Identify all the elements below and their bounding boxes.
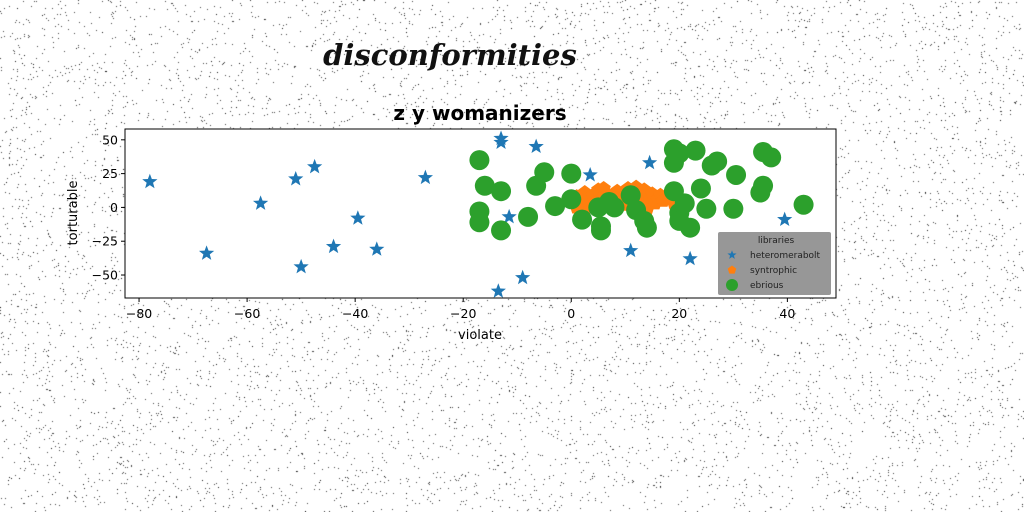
point-ebrious-21 bbox=[636, 217, 657, 238]
legend-marker-heteromerabolt bbox=[727, 250, 737, 259]
x-tick-label-0: 0 bbox=[567, 306, 575, 321]
point-heteromerabolt-17 bbox=[623, 242, 639, 258]
point-heteromerabolt-1 bbox=[198, 245, 215, 260]
point-heteromerabolt-6 bbox=[325, 238, 342, 254]
point-ebrious-11 bbox=[561, 189, 582, 210]
point-ebrious-10 bbox=[561, 163, 582, 184]
point-ebrious-36 bbox=[726, 164, 747, 185]
point-ebrious-3 bbox=[469, 212, 490, 233]
y-tick-label-0: 0 bbox=[110, 200, 118, 215]
point-heteromerabolt-8 bbox=[369, 241, 385, 256]
point-ebrious-35 bbox=[723, 198, 744, 219]
y-axis-label: torturable bbox=[66, 181, 81, 246]
point-heteromerabolt-18 bbox=[642, 154, 658, 170]
point-ebrious-12 bbox=[572, 209, 593, 230]
point-heteromerabolt-7 bbox=[350, 210, 366, 225]
legend-label-syntrophic: syntrophic bbox=[750, 266, 797, 276]
point-heteromerabolt-15 bbox=[528, 138, 544, 154]
point-heteromerabolt-16 bbox=[582, 166, 598, 182]
x-axis-label: violate bbox=[458, 328, 502, 343]
y-tick-label-50: 50 bbox=[102, 132, 118, 147]
point-ebrious-5 bbox=[491, 220, 512, 241]
plot-marks bbox=[142, 130, 814, 298]
point-ebrious-6 bbox=[518, 206, 539, 227]
legend-marker-ebrious bbox=[726, 279, 738, 291]
point-heteromerabolt-5 bbox=[307, 158, 323, 174]
legend-box bbox=[718, 232, 831, 295]
point-ebrious-31 bbox=[690, 178, 711, 199]
point-ebrious-9 bbox=[545, 196, 566, 217]
point-heteromerabolt-14 bbox=[515, 269, 531, 285]
point-ebrious-1 bbox=[474, 175, 495, 196]
point-ebrious-40 bbox=[761, 147, 782, 168]
chart-title: z y womanizers bbox=[393, 101, 566, 125]
legend: libraries heteromerabolt syntrophic ebriou… bbox=[718, 232, 831, 295]
y-tick-label--25: −25 bbox=[92, 234, 118, 249]
point-ebrious-30 bbox=[685, 140, 706, 161]
plot-frame bbox=[124, 128, 837, 299]
legend-label-heteromerabolt: heteromerabolt bbox=[750, 251, 821, 261]
point-heteromerabolt-13 bbox=[501, 208, 517, 224]
point-ebrious-8 bbox=[534, 162, 555, 183]
legend-title: libraries bbox=[758, 236, 795, 246]
point-heteromerabolt-2 bbox=[253, 195, 269, 210]
x-axis: −80 −60 −40 −20 0 20 40 bbox=[126, 298, 795, 321]
point-ebrious-0 bbox=[469, 150, 490, 171]
x-tick-label--40: −40 bbox=[342, 306, 368, 321]
point-ebrious-38 bbox=[753, 175, 774, 196]
point-heteromerabolt-20 bbox=[777, 211, 793, 227]
point-ebrious-34 bbox=[707, 151, 728, 172]
x-tick-label-20: 20 bbox=[671, 306, 687, 321]
point-heteromerabolt-19 bbox=[682, 250, 698, 266]
legend-label-ebrious: ebrious bbox=[750, 281, 784, 291]
point-ebrious-4 bbox=[491, 181, 512, 202]
point-ebrious-24 bbox=[669, 143, 690, 164]
x-tick-label--80: −80 bbox=[126, 306, 152, 321]
point-heteromerabolt-9 bbox=[417, 169, 433, 185]
point-ebrious-15 bbox=[590, 220, 611, 241]
y-tick-label-25: 25 bbox=[102, 166, 118, 181]
point-ebrious-41 bbox=[793, 194, 814, 215]
point-ebrious-29 bbox=[680, 217, 701, 238]
point-syntrophic-36 bbox=[596, 180, 611, 195]
point-heteromerabolt-10 bbox=[490, 283, 506, 298]
point-heteromerabolt-3 bbox=[288, 171, 304, 186]
y-tick-label--50: −50 bbox=[92, 268, 118, 283]
x-tick-label--20: −20 bbox=[450, 306, 476, 321]
figure-suptitle: disconformities bbox=[323, 38, 577, 72]
point-heteromerabolt-4 bbox=[293, 258, 309, 274]
y-axis: −50 −25 0 25 50 bbox=[92, 132, 125, 283]
point-ebrious-17 bbox=[604, 197, 625, 218]
point-heteromerabolt-0 bbox=[142, 173, 158, 189]
point-ebrious-32 bbox=[696, 198, 717, 219]
legend-entries: heteromerabolt syntrophic ebrious bbox=[726, 250, 821, 291]
point-ebrious-28 bbox=[674, 193, 695, 214]
legend-marker-syntrophic bbox=[727, 265, 737, 274]
x-tick-label-40: 40 bbox=[779, 306, 795, 321]
x-tick-label--60: −60 bbox=[234, 306, 260, 321]
point-heteromerabolt-12 bbox=[493, 134, 509, 149]
